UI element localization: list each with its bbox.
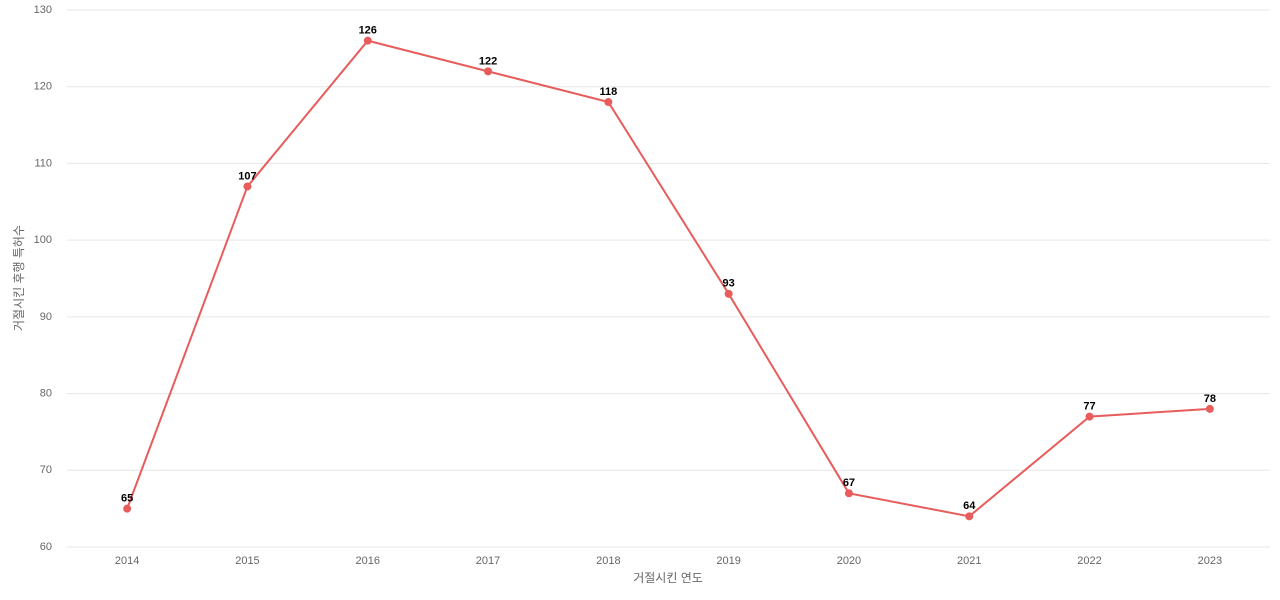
data-point bbox=[844, 489, 853, 498]
x-tick-label: 2018 bbox=[596, 555, 620, 567]
x-tick-label: 2017 bbox=[476, 555, 500, 567]
value-label: 65 bbox=[121, 493, 133, 505]
y-tick-label: 100 bbox=[34, 234, 52, 246]
y-tick-label: 80 bbox=[40, 387, 52, 399]
data-point bbox=[965, 512, 974, 521]
x-tick-label: 2014 bbox=[115, 555, 139, 567]
y-tick-label: 60 bbox=[40, 541, 52, 553]
x-tick-label: 2019 bbox=[716, 555, 740, 567]
value-label: 118 bbox=[599, 86, 617, 98]
y-axis-label: 거절시킨 후행 특허수 bbox=[11, 225, 26, 331]
value-label: 93 bbox=[723, 278, 735, 290]
data-point bbox=[1205, 404, 1214, 413]
x-tick-label: 2022 bbox=[1077, 555, 1101, 567]
y-tick-label: 130 bbox=[34, 4, 52, 16]
data-point bbox=[363, 36, 372, 45]
value-label: 122 bbox=[479, 55, 497, 67]
x-axis-label: 거절시킨 연도 bbox=[633, 571, 703, 585]
value-label: 126 bbox=[359, 25, 377, 37]
data-point bbox=[123, 504, 132, 513]
y-tick-label: 120 bbox=[34, 81, 52, 93]
x-tick-label: 2015 bbox=[235, 555, 259, 567]
x-tick-label: 2016 bbox=[356, 555, 380, 567]
data-point bbox=[724, 289, 733, 298]
y-tick-label: 110 bbox=[34, 157, 52, 169]
x-tick-label: 2020 bbox=[837, 555, 861, 567]
value-label: 107 bbox=[238, 170, 256, 182]
x-tick-label: 2021 bbox=[957, 555, 981, 567]
data-point bbox=[243, 182, 252, 191]
data-line bbox=[126, 39, 1210, 518]
data-point bbox=[1085, 412, 1094, 421]
data-point bbox=[484, 67, 493, 76]
value-label: 67 bbox=[843, 477, 855, 489]
x-tick-label: 2023 bbox=[1198, 555, 1222, 567]
value-label: 64 bbox=[963, 500, 976, 512]
y-tick-label: 70 bbox=[40, 464, 52, 476]
value-label: 78 bbox=[1204, 393, 1216, 405]
data-point bbox=[604, 98, 613, 107]
y-tick-label: 90 bbox=[40, 311, 52, 323]
value-label: 77 bbox=[1083, 400, 1095, 412]
